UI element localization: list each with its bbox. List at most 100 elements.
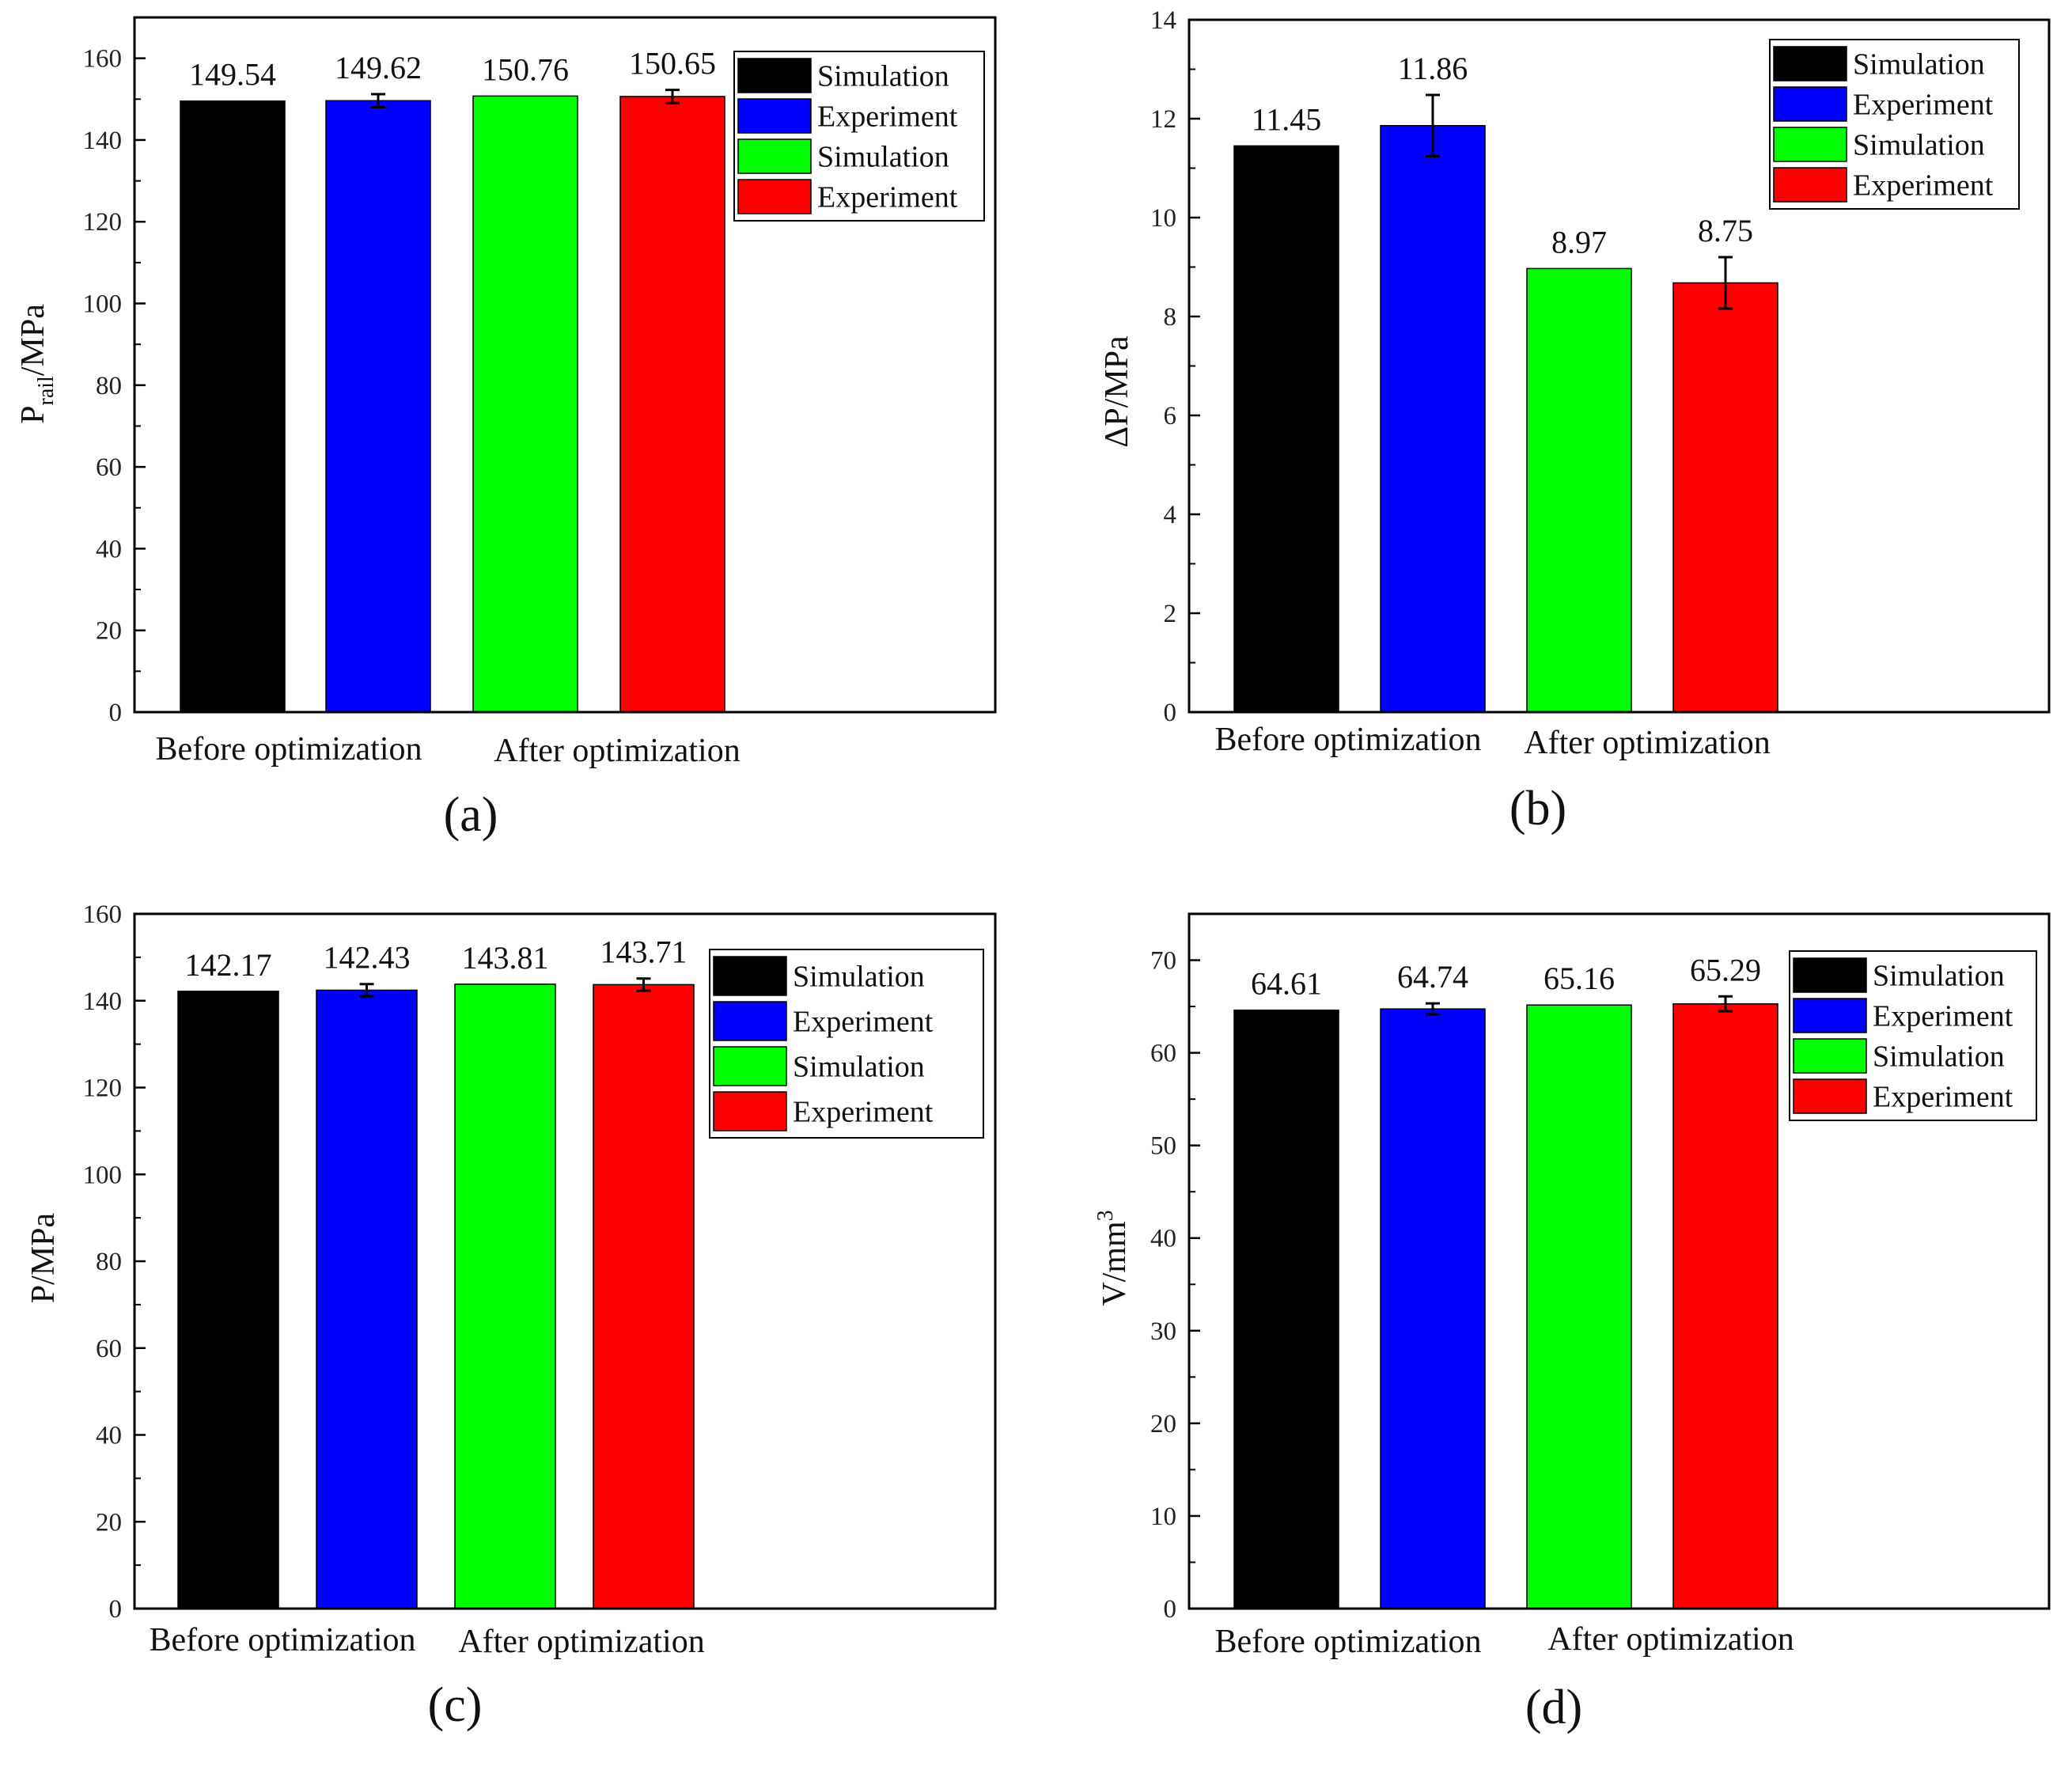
data-label: 150.76 <box>482 51 569 87</box>
legend-label: Experiment <box>1853 89 1994 122</box>
category-label: Before optimization <box>1214 1624 1481 1660</box>
chart-panel-d: 64.61 64.74 65.16 65.29 0 10 20 30 40 50 60 70 Befor… <box>1093 912 2051 1734</box>
legend-swatch <box>713 1046 787 1086</box>
bar <box>180 100 286 713</box>
y-tick-label: 100 <box>83 290 123 319</box>
y-tick-label: 30 <box>1150 1317 1176 1346</box>
category-label: After optimization <box>494 733 740 769</box>
y-tick-label: 40 <box>96 1422 122 1450</box>
y-tick-label: 0 <box>109 699 123 727</box>
data-label: 8.75 <box>1698 213 1753 248</box>
y-tick-label: 140 <box>83 987 123 1016</box>
y-tick-label: 50 <box>1150 1132 1176 1161</box>
y-axis-label: P/MPa <box>25 1212 62 1303</box>
y-tick-label: 0 <box>1164 699 1177 727</box>
bar <box>1526 1004 1632 1609</box>
legend-swatch <box>1773 167 1847 203</box>
y-axis-label: ΔP/MPa <box>1099 335 1135 448</box>
legend-label: Simulation <box>1873 1040 2005 1074</box>
legend-swatch <box>1793 1078 1867 1114</box>
chart-panel-a: 149.54 149.62 150.76 150.65 0 20 40 60 80 100 120 1… <box>15 16 997 842</box>
legend-label: Simulation <box>1873 960 2005 993</box>
legend-label: Simulation <box>793 961 925 994</box>
y-tick-label: 12 <box>1150 105 1176 134</box>
legend-swatch <box>1773 127 1847 162</box>
y-tick-label: 70 <box>1150 947 1176 976</box>
y-tick-label: 4 <box>1164 501 1177 529</box>
y-axis-label-subscript: rail <box>34 376 59 406</box>
data-label: 8.97 <box>1551 224 1607 260</box>
bar <box>619 96 725 713</box>
bar <box>1672 1002 1778 1609</box>
data-label: 143.81 <box>462 940 549 976</box>
legend-label: Simulation <box>793 1051 925 1084</box>
bar <box>1380 1008 1486 1609</box>
data-label: 11.86 <box>1398 51 1468 86</box>
y-tick-label: 20 <box>96 617 122 646</box>
legend-swatch <box>1793 1038 1867 1074</box>
legend-swatch <box>737 58 812 93</box>
y-tick-label: 40 <box>1150 1225 1176 1253</box>
legend-label: Experiment <box>793 1096 934 1129</box>
y-axis-label-main: ΔP/MPa <box>1099 335 1135 448</box>
y-tick-label: 80 <box>96 372 122 400</box>
legend-swatch <box>737 98 812 134</box>
panel-label: (d) <box>1525 1681 1582 1734</box>
data-label: 65.29 <box>1690 952 1761 987</box>
legend-label: Experiment <box>1853 169 1994 203</box>
legend-swatch <box>713 1001 787 1041</box>
panel-label: (b) <box>1509 782 1566 836</box>
bar <box>1233 145 1339 713</box>
y-tick-label: 160 <box>83 900 123 929</box>
legend-label: Experiment <box>817 181 958 214</box>
legend-swatch <box>737 179 812 214</box>
legend-label: Simulation <box>1853 129 1985 162</box>
y-tick-label: 60 <box>1150 1040 1176 1068</box>
y-tick-label: 140 <box>83 127 123 155</box>
data-label: 149.54 <box>189 57 276 93</box>
plot-frame <box>133 16 997 714</box>
y-axis-label-main: P <box>15 405 51 423</box>
bar <box>1526 267 1632 713</box>
category-label: Before optimization <box>155 731 422 768</box>
y-tick-label: 100 <box>83 1161 123 1189</box>
legend-swatch <box>1793 957 1867 993</box>
y-axis-label-unit: /MPa <box>15 304 51 376</box>
legend-label: Simulation <box>817 141 949 174</box>
y-axis-label-superscript: 3 <box>1093 1210 1118 1221</box>
legend-swatch <box>737 138 812 174</box>
bar <box>177 991 279 1609</box>
y-tick-label: 80 <box>96 1248 122 1276</box>
legend-label: Experiment <box>793 1006 934 1039</box>
data-label: 64.74 <box>1397 959 1468 995</box>
y-tick-label: 60 <box>96 1335 122 1363</box>
data-label: 142.43 <box>324 940 411 976</box>
chart-panel-b: 11.45 11.86 8.97 8.75 0 2 4 6 8 10 12 14 Before opti… <box>1099 6 2051 836</box>
y-axis-label: V/mm3 <box>1093 1210 1133 1306</box>
bar <box>593 984 695 1609</box>
bar <box>1380 125 1486 713</box>
category-label: After optimization <box>458 1624 704 1660</box>
legend-label: Experiment <box>817 100 958 134</box>
category-label: Before optimization <box>149 1622 415 1658</box>
data-label: 143.71 <box>600 934 688 970</box>
legend-swatch <box>1773 46 1847 81</box>
bar <box>1672 282 1778 713</box>
legend-label: Experiment <box>1873 1081 2013 1114</box>
y-tick-label: 2 <box>1164 600 1177 628</box>
legend-swatch <box>1793 998 1867 1033</box>
y-tick-label: 120 <box>83 208 123 237</box>
bar <box>325 100 431 713</box>
bar <box>472 95 578 713</box>
y-tick-label: 0 <box>1164 1595 1177 1624</box>
bar <box>1233 1009 1339 1609</box>
y-tick-label: 120 <box>83 1075 123 1103</box>
y-tick-label: 10 <box>1150 1503 1176 1531</box>
legend-label: Experiment <box>1873 1000 2013 1033</box>
legend-swatch <box>1773 86 1847 122</box>
legend-swatch <box>713 1091 787 1131</box>
data-label: 64.61 <box>1251 966 1322 1002</box>
data-label: 150.65 <box>629 46 716 81</box>
y-axis-label: Prail/MPa <box>15 304 59 424</box>
